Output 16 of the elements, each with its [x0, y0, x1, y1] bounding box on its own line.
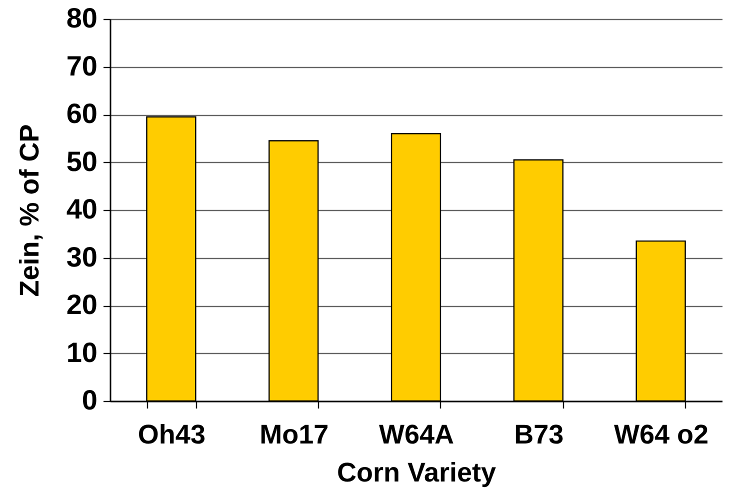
y-tick-label: 60 [66, 98, 98, 129]
x-tick-label: Mo17 [260, 420, 329, 450]
y-tick-label: 30 [66, 241, 98, 272]
x-tick-label: B73 [514, 420, 564, 450]
x-tick-label: W64 o2 [614, 420, 709, 450]
x-tick-label: Oh43 [138, 420, 206, 450]
y-tick-label: 40 [66, 194, 98, 224]
x-axis-title: Corn Variety [336, 458, 496, 488]
y-tick-label: 70 [66, 50, 98, 82]
y-tick-label: 50 [66, 146, 98, 177]
x-tick-label: W64A [378, 420, 454, 450]
y-tick-label: 80 [66, 2, 98, 34]
y-tick-label: 0 [82, 384, 98, 416]
y-axis-title: Zein, % of CP [14, 124, 44, 297]
y-tick-label: 10 [66, 336, 98, 368]
y-tick-label: 20 [66, 289, 98, 320]
